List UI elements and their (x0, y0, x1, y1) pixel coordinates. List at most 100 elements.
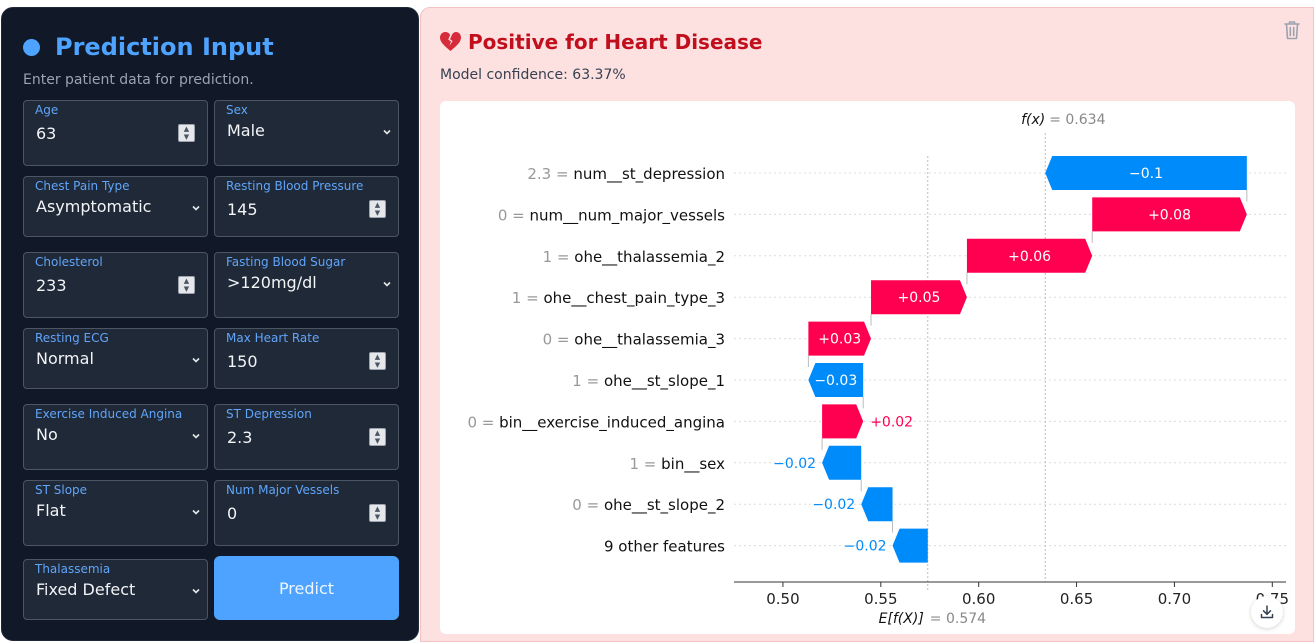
st-depression-input[interactable]: ST Depression 2.3 ▲ ▼ (214, 404, 399, 470)
chevron-down-icon (383, 129, 391, 135)
feature-label: 1 = bin__sex (629, 455, 725, 474)
feature-value: 1 = (629, 455, 656, 473)
feature-value: 1 = (572, 372, 599, 390)
chest-pain-type-select[interactable]: Chest Pain Type Asymptomatic (23, 176, 208, 237)
feature-label: 1 = ohe__chest_pain_type_3 (512, 289, 725, 308)
stepper-icon[interactable]: ▲ ▼ (178, 124, 195, 142)
feature-value: 0 = (572, 496, 599, 514)
feature-label: 1 = ohe__st_slope_1 (572, 372, 725, 391)
negative-bar (1045, 156, 1247, 190)
positive-bar (1092, 197, 1247, 232)
x-tick-label: 0.50 (766, 590, 799, 608)
shap-value-label: −0.1 (1129, 166, 1163, 182)
base-value: = 0.574 (930, 611, 986, 627)
field-value: 233 (36, 276, 67, 295)
field-value: No (36, 425, 58, 444)
field-label: Resting Blood Pressure (226, 179, 364, 193)
negative-bar (822, 445, 862, 480)
field-value: 63 (36, 124, 57, 143)
fx-label: f(x) (1021, 112, 1045, 128)
feature-label: 0 = num__num_major_vessels (498, 206, 725, 225)
stepper-icon[interactable]: ▲ ▼ (369, 428, 386, 446)
stepper-icon[interactable]: ▲ ▼ (369, 200, 386, 218)
st-slope-select[interactable]: ST Slope Flat (23, 480, 208, 546)
model-confidence: Model confidence: 63.37% (440, 67, 626, 83)
shap-value-label: −0.03 (814, 373, 857, 389)
thalassemia-select[interactable]: Thalassemia Fixed Defect (23, 559, 208, 620)
fx-value: = 0.634 (1049, 112, 1105, 128)
shap-value-label: −0.02 (844, 539, 887, 555)
feature-label: 0 = bin__exercise_induced_angina (467, 413, 725, 432)
x-tick-label: 0.65 (1060, 590, 1093, 608)
download-button[interactable] (1251, 596, 1283, 628)
broken-heart-icon (440, 32, 461, 51)
fasting-blood-sugar-select[interactable]: Fasting Blood Sugar >120mg/dl (214, 252, 399, 318)
feature-name: ohe__st_slope_1 (604, 372, 725, 391)
resting-ecg-select[interactable]: Resting ECG Normal (23, 328, 208, 389)
feature-name: 9 other features (604, 538, 725, 556)
feature-value: 0 = (498, 206, 525, 224)
feature-label: 1 = ohe__thalassemia_2 (543, 248, 725, 267)
panel-subtitle: Enter patient data for prediction. (23, 72, 254, 88)
panel-header: Prediction Input (23, 32, 274, 62)
result-title: Positive for Heart Disease (468, 30, 763, 54)
feature-name: ohe__thalassemia_2 (574, 248, 725, 267)
negative-bar (808, 363, 864, 397)
sex-select[interactable]: Sex Male (214, 100, 399, 166)
field-value: Normal (36, 349, 94, 368)
trash-icon[interactable] (1283, 20, 1301, 40)
feature-value: 1 = (512, 289, 539, 307)
feature-name: ohe__st_slope_2 (604, 496, 725, 515)
max-heart-rate-input[interactable]: Max Heart Rate 150 ▲ ▼ (214, 328, 399, 389)
num-major-vessels-input[interactable]: Num Major Vessels 0 ▲ ▼ (214, 480, 399, 546)
x-tick-label: 0.55 (864, 590, 897, 608)
stepper-icon[interactable]: ▲ ▼ (369, 504, 386, 522)
field-value: 145 (227, 200, 258, 219)
predict-button[interactable]: Predict (214, 556, 399, 620)
negative-bar (861, 487, 893, 522)
negative-bar (892, 528, 928, 563)
result-header: Positive for Heart Disease (440, 30, 762, 54)
chevron-down-icon (192, 433, 200, 439)
chevron-down-icon (383, 281, 391, 287)
feature-name: ohe__thalassemia_3 (574, 331, 725, 350)
field-label: Fasting Blood Sugar (226, 255, 346, 269)
exercise-induced-angina-select[interactable]: Exercise Induced Angina No (23, 404, 208, 470)
feature-value: 1 = (543, 248, 570, 266)
cholesterol-input[interactable]: Cholesterol 233 ▲ ▼ (23, 252, 208, 318)
field-label: Resting ECG (35, 331, 109, 345)
positive-bar (822, 404, 864, 439)
positive-bar (966, 238, 1093, 273)
field-label: Age (35, 103, 59, 117)
feature-label: 9 other features (604, 538, 725, 556)
field-value: Fixed Defect (36, 580, 136, 599)
field-value: 0 (227, 504, 238, 523)
age-input[interactable]: Age 63 ▲ ▼ (23, 100, 208, 166)
field-label: Exercise Induced Angina (35, 407, 183, 421)
field-label: Thalassemia (35, 562, 111, 576)
shap-value-label: −0.02 (773, 456, 816, 472)
field-value: 2.3 (227, 428, 253, 447)
field-value: >120mg/dl (227, 273, 317, 292)
chevron-down-icon (192, 509, 200, 515)
status-dot-icon (23, 38, 40, 56)
shap-value-label: +0.06 (1008, 249, 1051, 265)
chevron-down-icon (192, 588, 200, 594)
shap-value-label: +0.08 (1148, 207, 1191, 223)
base-value-label: E[f(X)] (879, 611, 924, 627)
stepper-icon[interactable]: ▲ ▼ (369, 352, 386, 370)
feature-name: ohe__chest_pain_type_3 (543, 289, 725, 308)
stepper-icon[interactable]: ▲ ▼ (178, 276, 195, 294)
shap-value-label: +0.02 (870, 414, 913, 430)
feature-label: 2.3 = num__st_depression (527, 165, 725, 184)
feature-value: 0 = (467, 413, 494, 431)
positive-bar (871, 280, 967, 315)
field-label: ST Depression (226, 407, 312, 421)
chevron-down-icon (192, 357, 200, 363)
resting-blood-pressure-input[interactable]: Resting Blood Pressure 145 ▲ ▼ (214, 176, 399, 237)
x-tick-label: 0.60 (962, 590, 995, 608)
feature-name: bin__exercise_induced_angina (499, 413, 725, 432)
shap-value-label: +0.03 (818, 332, 861, 348)
shap-waterfall-plot: −0.1 2.3 = num__st_depression +0.08 0 = num… (440, 101, 1295, 634)
feature-value: 2.3 = (527, 165, 568, 183)
